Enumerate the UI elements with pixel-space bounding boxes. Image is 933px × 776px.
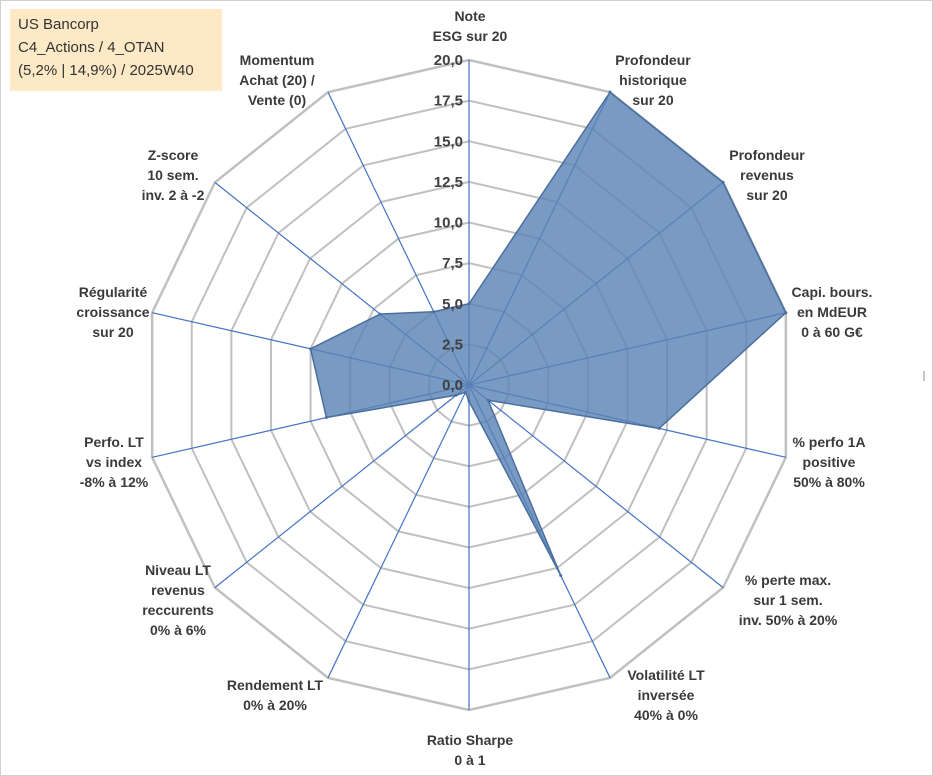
axis-label: 0% à 6% bbox=[150, 622, 207, 638]
info-box: US Bancorp C4_Actions / 4_OTAN (5,2% | 1… bbox=[10, 9, 222, 91]
axis-label: positive bbox=[803, 454, 856, 470]
axis-label: Profondeur bbox=[615, 52, 691, 68]
axis-label-layer: Note ESG sur 20 Profondeur historique sur 20… bbox=[76, 8, 872, 768]
axis-label: Achat (20) / bbox=[239, 72, 315, 88]
axis-label: historique bbox=[619, 72, 687, 88]
axis-spoke bbox=[214, 384, 470, 589]
data-point bbox=[657, 426, 661, 430]
data-point bbox=[454, 393, 458, 397]
info-stats: (5,2% | 14,9%) / 2025W40 bbox=[18, 62, 194, 79]
tick-label: 2,5 bbox=[442, 336, 463, 353]
axis-label: % perfo 1A bbox=[792, 434, 865, 450]
axis-label: vs index bbox=[86, 454, 142, 470]
axis-label: revenus bbox=[151, 582, 205, 598]
data-point bbox=[467, 399, 471, 403]
axis-label: Niveau LT bbox=[145, 562, 211, 578]
tick-label: 12,5 bbox=[434, 174, 463, 191]
info-company: US Bancorp bbox=[18, 16, 99, 33]
tick-label: 7,5 bbox=[442, 255, 463, 272]
data-point bbox=[608, 90, 612, 94]
axis-label: % perte max. bbox=[745, 572, 831, 588]
axis-label: ESG sur 20 bbox=[433, 28, 508, 44]
axis-label: en MdEUR bbox=[797, 304, 867, 320]
axis-spoke bbox=[327, 384, 470, 679]
axis-label: Vente (0) bbox=[248, 92, 306, 108]
data-point bbox=[486, 398, 490, 402]
axis-spoke bbox=[468, 384, 724, 589]
axis-label: inv. 50% à 20% bbox=[739, 612, 838, 628]
data-point bbox=[467, 302, 471, 306]
axis-label: -8% à 12% bbox=[80, 474, 149, 490]
axis-label: Profondeur bbox=[729, 147, 805, 163]
axis-label: 40% à 0% bbox=[634, 707, 698, 723]
axis-label: 0 à 60 G€ bbox=[801, 324, 863, 340]
axis-label: Régularité bbox=[79, 284, 148, 300]
axis-label: 10 sem. bbox=[147, 167, 198, 183]
tick-label: 17,5 bbox=[434, 93, 463, 110]
axis-label: 50% à 80% bbox=[793, 474, 865, 490]
info-category: C4_Actions / 4_OTAN bbox=[18, 39, 165, 56]
tick-label-layer: 0,0 2,5 5,0 7,5 10,0 12,5 15,0 17,5 20,0 bbox=[434, 52, 463, 394]
data-point bbox=[432, 310, 436, 314]
axis-label: Note bbox=[454, 8, 485, 24]
data-point bbox=[378, 312, 382, 316]
axis-label: inversée bbox=[638, 687, 695, 703]
axis-label: reccurents bbox=[142, 602, 214, 618]
scroll-marker[interactable] bbox=[923, 371, 925, 381]
data-point bbox=[309, 347, 313, 351]
data-point bbox=[559, 573, 563, 577]
axis-label: croissance bbox=[76, 304, 149, 320]
axis-label: sur 20 bbox=[92, 324, 133, 340]
tick-label: 15,0 bbox=[434, 133, 463, 150]
axis-label: Ratio Sharpe bbox=[427, 732, 514, 748]
axis-label: 0 à 1 bbox=[454, 752, 485, 768]
tick-label: 10,0 bbox=[434, 215, 463, 232]
data-point bbox=[324, 416, 328, 420]
data-point bbox=[784, 311, 788, 315]
tick-label: 5,0 bbox=[442, 296, 463, 313]
axis-label: Rendement LT bbox=[227, 677, 324, 693]
series-area bbox=[309, 91, 787, 576]
tick-label: 20,0 bbox=[434, 52, 463, 69]
axis-label: sur 20 bbox=[632, 92, 673, 108]
tick-label: 0,0 bbox=[442, 377, 463, 394]
data-point bbox=[463, 390, 467, 394]
axis-label: sur 1 sem. bbox=[753, 592, 822, 608]
axis-label: inv. 2 à -2 bbox=[142, 187, 205, 203]
axis-label: Volatilité LT bbox=[627, 667, 705, 683]
axis-label: Momentum bbox=[240, 52, 315, 68]
series-layer bbox=[309, 90, 788, 577]
axis-label: Capi. bours. bbox=[792, 284, 873, 300]
axis-label: revenus bbox=[740, 167, 794, 183]
data-point bbox=[721, 180, 725, 184]
axis-label: Perfo. LT bbox=[84, 434, 144, 450]
axis-label: Z-score bbox=[148, 147, 199, 163]
axis-label: sur 20 bbox=[746, 187, 787, 203]
axis-label: 0% à 20% bbox=[243, 697, 307, 713]
